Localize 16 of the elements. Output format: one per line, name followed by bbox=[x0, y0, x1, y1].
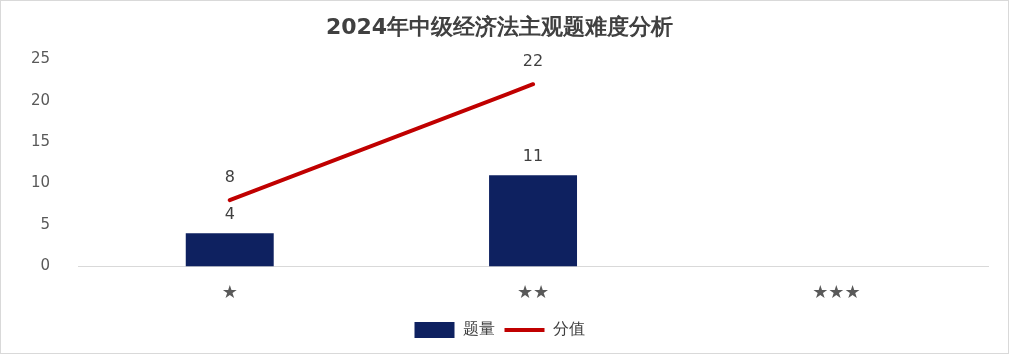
data-label: 11 bbox=[522, 146, 544, 166]
x-tick-label: ★★★ bbox=[812, 280, 861, 302]
x-tick-label: ★ bbox=[221, 280, 238, 302]
y-tick-label: 10 bbox=[30, 173, 51, 192]
y-tick-label: 25 bbox=[30, 49, 51, 68]
y-tick-label: 5 bbox=[40, 214, 51, 233]
chart-title: 2024年中级经济法主观题难度分析 bbox=[325, 13, 674, 39]
legend-label: 题量 bbox=[462, 319, 495, 339]
y-tick-label: 0 bbox=[40, 256, 51, 275]
legend-label: 分值 bbox=[552, 319, 585, 339]
data-label: 8 bbox=[224, 167, 235, 187]
y-tick-label: 15 bbox=[30, 132, 51, 151]
y-tick-label: 20 bbox=[30, 90, 51, 109]
data-label: 22 bbox=[522, 51, 544, 71]
x-tick-label: ★★ bbox=[516, 280, 550, 302]
data-label: 4 bbox=[224, 204, 235, 224]
